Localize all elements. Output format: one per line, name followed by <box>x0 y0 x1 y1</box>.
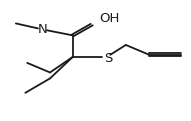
Text: OH: OH <box>100 12 120 25</box>
Text: S: S <box>104 52 112 65</box>
Text: N: N <box>38 23 47 36</box>
